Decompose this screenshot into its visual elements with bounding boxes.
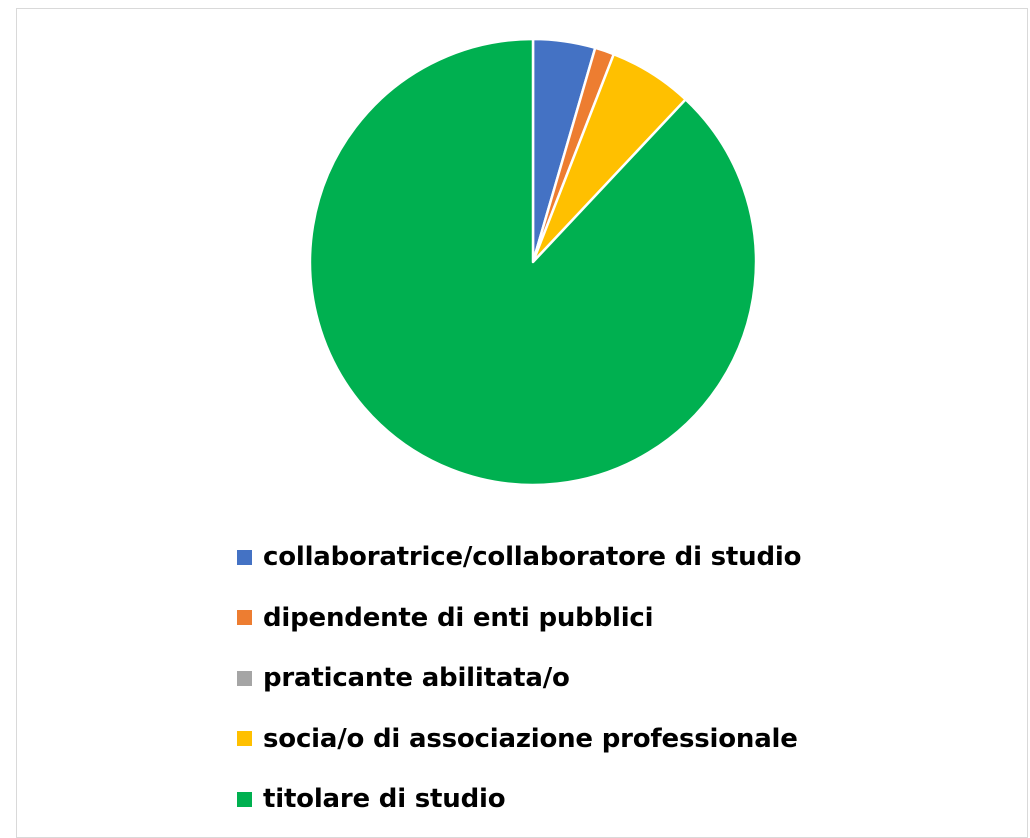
legend: collaboratrice/collaboratore di studio d… <box>237 527 937 830</box>
legend-label: dipendente di enti pubblici <box>263 602 654 633</box>
legend-item-titolare: titolare di studio <box>237 769 937 830</box>
legend-label: praticante abilitata/o <box>263 663 570 694</box>
legend-swatch <box>237 610 252 626</box>
legend-swatch <box>237 791 252 807</box>
legend-swatch <box>237 731 252 747</box>
pie-slices <box>308 37 758 487</box>
legend-item-praticante: praticante abilitata/o <box>237 648 937 709</box>
legend-swatch <box>237 670 252 686</box>
legend-item-dipendente: dipendente di enti pubblici <box>237 588 937 649</box>
legend-label: socia/o di associazione professionale <box>263 723 798 754</box>
legend-item-socia: socia/o di associazione professionale <box>237 709 937 770</box>
legend-swatch <box>237 549 252 565</box>
legend-item-collaboratrice: collaboratrice/collaboratore di studio <box>237 527 937 588</box>
pie-slice-4 <box>308 37 758 487</box>
legend-label: titolare di studio <box>263 784 506 815</box>
legend-label: collaboratrice/collaboratore di studio <box>263 542 802 573</box>
